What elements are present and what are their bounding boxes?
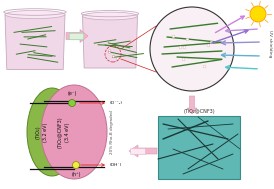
Text: (OH˙): (OH˙) xyxy=(110,163,122,167)
Circle shape xyxy=(73,161,79,169)
Text: (3.2 eV): (3.2 eV) xyxy=(44,122,48,142)
FancyArrow shape xyxy=(187,96,197,114)
Text: (TiO₂@CNF3): (TiO₂@CNF3) xyxy=(58,116,62,148)
Polygon shape xyxy=(5,15,65,70)
Text: 20% Rho-B degraded: 20% Rho-B degraded xyxy=(110,110,114,154)
Polygon shape xyxy=(158,116,240,179)
Ellipse shape xyxy=(5,10,65,19)
Circle shape xyxy=(250,6,266,22)
Text: UV shielding: UV shielding xyxy=(268,30,272,58)
Circle shape xyxy=(68,99,76,106)
Ellipse shape xyxy=(41,85,107,179)
Text: (TiO₂): (TiO₂) xyxy=(36,125,41,139)
Text: (O˙⁻₂): (O˙⁻₂) xyxy=(110,101,123,105)
Text: (e⁻): (e⁻) xyxy=(67,91,77,96)
FancyArrow shape xyxy=(66,29,88,43)
Polygon shape xyxy=(82,16,138,68)
FancyBboxPatch shape xyxy=(130,149,145,154)
Text: (3.4 eV): (3.4 eV) xyxy=(65,122,70,142)
Text: (h⁺): (h⁺) xyxy=(71,172,81,177)
Circle shape xyxy=(150,7,234,91)
Ellipse shape xyxy=(82,12,138,20)
Text: (TiO₂@CNF3): (TiO₂@CNF3) xyxy=(183,109,215,114)
FancyBboxPatch shape xyxy=(69,33,84,40)
Ellipse shape xyxy=(27,88,77,176)
FancyArrow shape xyxy=(129,145,157,157)
